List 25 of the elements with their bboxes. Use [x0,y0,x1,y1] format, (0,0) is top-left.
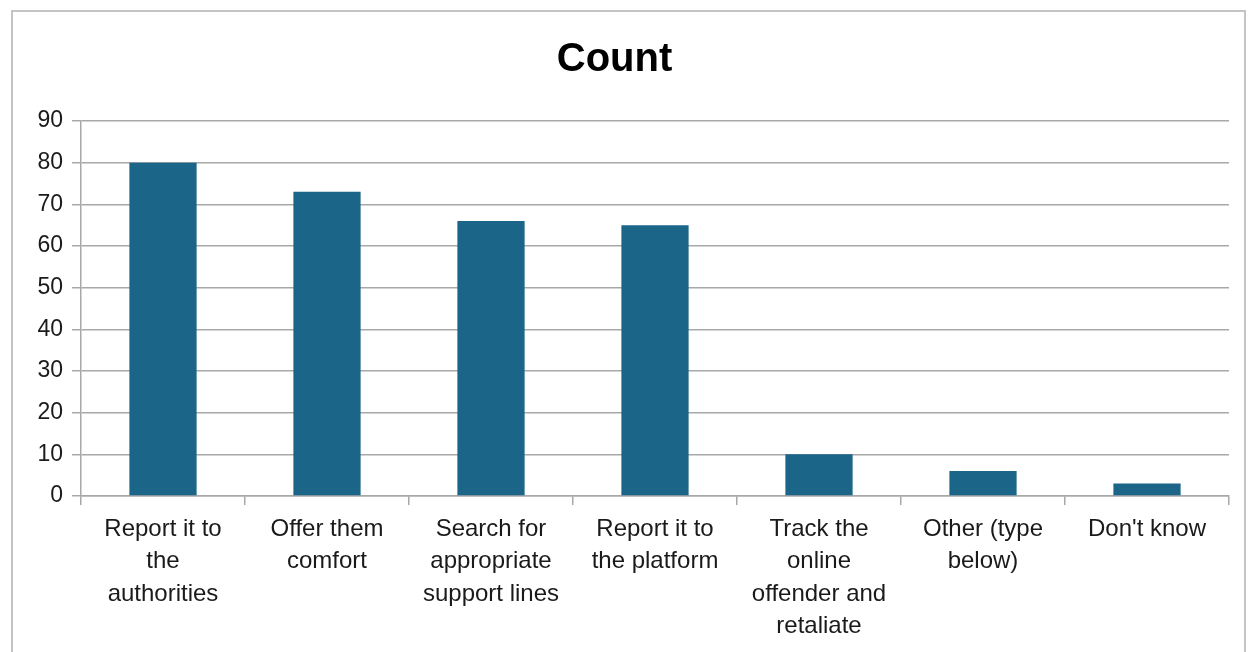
bar [621,225,689,496]
x-tick-label: Track the online offender and retaliate [751,513,887,639]
y-tick-label: 10 [37,439,63,466]
y-tick-label: 80 [37,148,63,175]
x-tick-label: Other (type below) [922,513,1044,574]
chart-title: Count [556,35,673,80]
x-tick-label: Search for appropriate support lines [422,513,560,606]
bar [457,221,525,496]
x-tick-label: Report it to the authorities [104,513,222,606]
y-tick-label: 30 [37,356,63,383]
y-tick-label: 90 [37,106,63,133]
x-tick-label: Report it to the platform [591,513,719,574]
bar [129,162,197,496]
bar [785,454,853,496]
y-tick-label: 20 [37,398,63,425]
y-tick-label: 70 [37,189,63,216]
x-tick-label: Don't know [1088,513,1207,541]
y-tick-label: 0 [50,481,63,508]
y-tick-label: 40 [37,314,63,341]
bar [949,471,1017,496]
bar [293,191,361,496]
y-tick-label: 50 [37,273,63,300]
bar [1113,483,1181,496]
y-tick-label: 60 [37,231,63,258]
x-tick-label: Offer them comfort [270,513,384,574]
